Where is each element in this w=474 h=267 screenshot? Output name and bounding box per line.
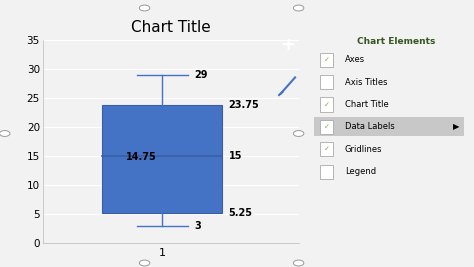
Text: 5.25: 5.25 <box>228 207 253 218</box>
Text: Axis Titles: Axis Titles <box>345 78 387 87</box>
Circle shape <box>139 260 150 266</box>
Text: 14.75: 14.75 <box>126 152 157 162</box>
Title: Chart Title: Chart Title <box>131 20 210 35</box>
Text: Gridlines: Gridlines <box>345 145 383 154</box>
Text: 3: 3 <box>194 221 201 231</box>
Text: +: + <box>281 36 295 54</box>
Bar <box>320 53 333 67</box>
Text: ▶: ▶ <box>453 122 459 131</box>
Text: 23.75: 23.75 <box>228 100 259 110</box>
Text: Chart Title: Chart Title <box>345 100 389 109</box>
Circle shape <box>293 131 304 136</box>
Bar <box>320 164 333 179</box>
Bar <box>314 117 464 136</box>
Circle shape <box>293 5 304 11</box>
Text: 15: 15 <box>228 151 242 161</box>
Text: Chart Elements: Chart Elements <box>357 37 436 46</box>
Bar <box>320 75 333 89</box>
Text: Axes: Axes <box>345 55 365 64</box>
Text: ✓: ✓ <box>324 57 329 63</box>
Bar <box>320 97 333 112</box>
Text: ✓: ✓ <box>324 101 329 108</box>
Text: Data Labels: Data Labels <box>345 122 395 131</box>
Circle shape <box>139 5 150 11</box>
Text: ✓: ✓ <box>324 124 329 130</box>
Bar <box>320 120 333 134</box>
Bar <box>102 105 222 213</box>
Text: ✓: ✓ <box>324 146 329 152</box>
Circle shape <box>293 260 304 266</box>
Circle shape <box>0 131 10 136</box>
Text: 29: 29 <box>194 70 208 80</box>
Bar <box>320 142 333 156</box>
Text: Legend: Legend <box>345 167 376 176</box>
